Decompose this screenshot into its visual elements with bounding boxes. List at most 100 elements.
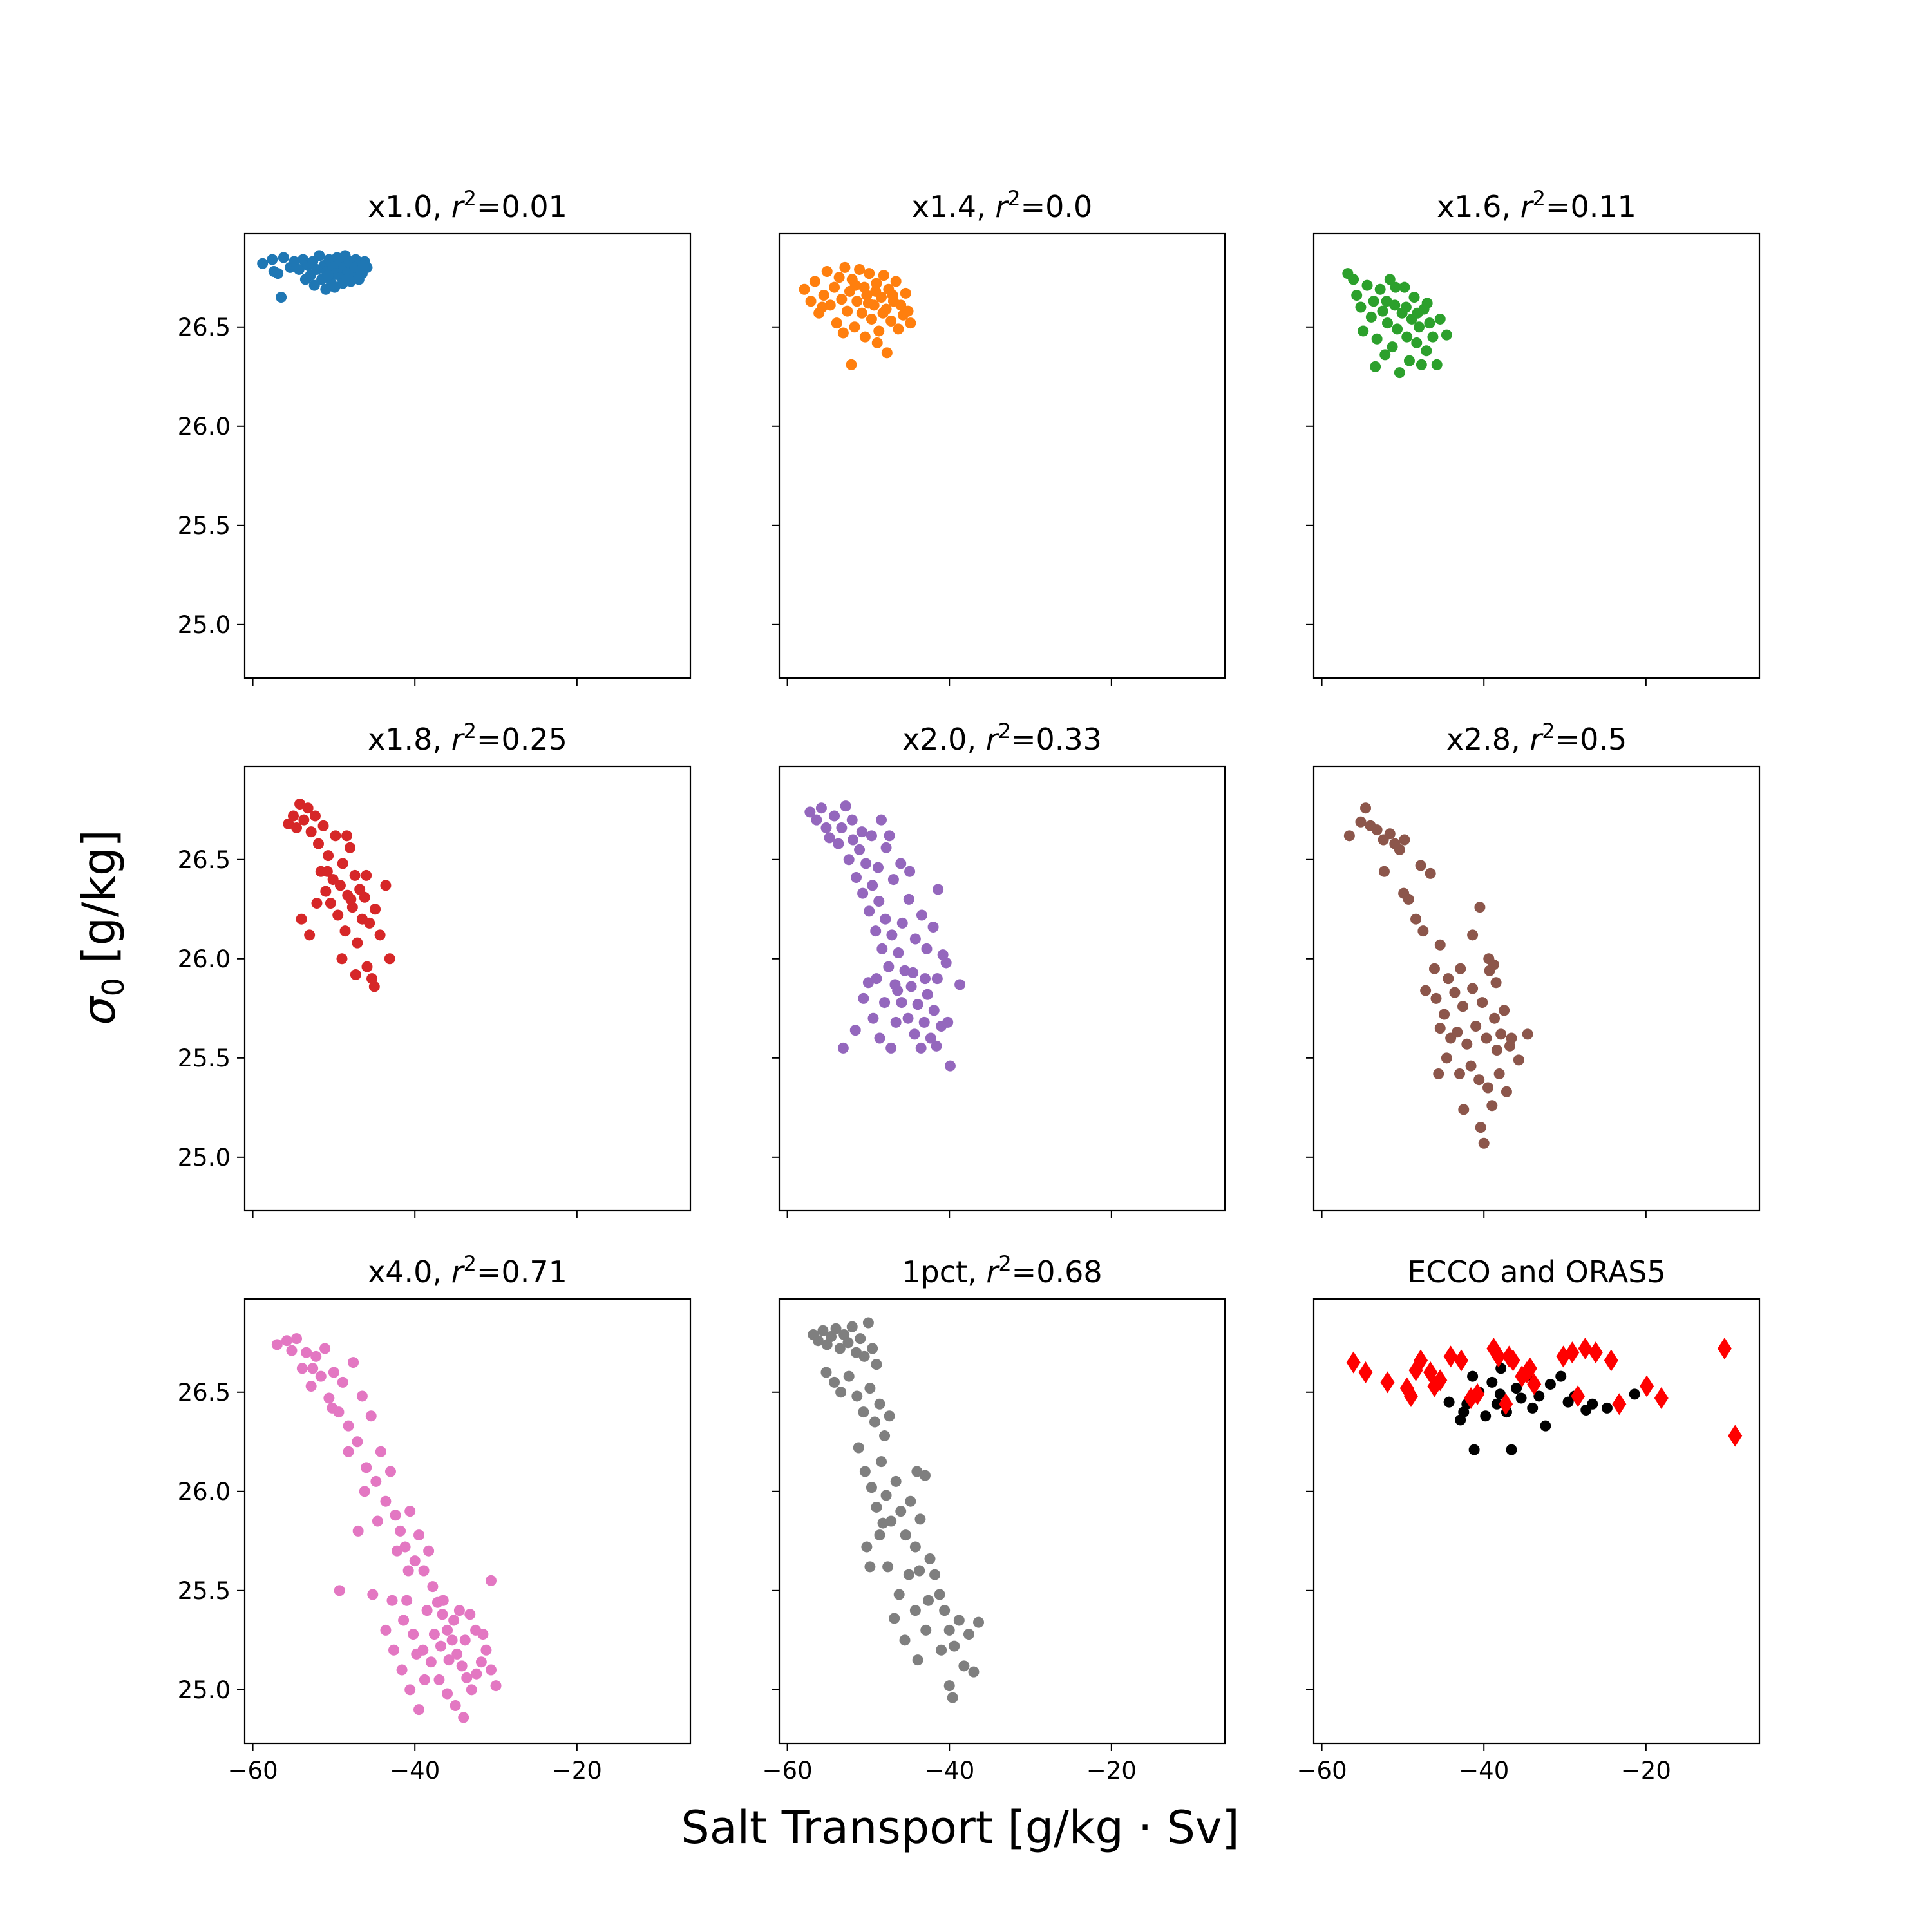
scatter-point [384,1466,396,1477]
scatter-point [433,1674,445,1685]
panel-title-prefix: x1.8, [368,722,451,757]
scatter-point [1587,1398,1598,1410]
scatter-point [427,1581,439,1593]
scatter-point [352,937,363,949]
scatter-point [1439,1009,1450,1020]
scatter-point [817,301,828,313]
scatter-point [862,1317,874,1329]
scatter-point [831,317,842,329]
diamond-point [1527,1373,1542,1396]
diamond-point [1443,1345,1458,1368]
scatter-point [836,294,848,305]
x-tick-label: −60 [1297,1757,1347,1785]
scatter-point [370,1475,382,1487]
scatter-point [332,909,344,921]
panel-title-r: r [451,189,466,224]
scatter-point [343,1446,354,1457]
scatter-point [1493,1068,1505,1079]
scatter-point [305,826,317,838]
scatter-point [862,977,874,989]
scatter-point [1428,963,1440,974]
scatter-point [864,268,875,279]
scatter-point [375,1446,386,1457]
axes-frame [243,1298,692,1745]
scatter-point [842,305,853,317]
scatter-point [329,281,341,293]
scatter-point [466,1684,477,1696]
panel-title: x1.6, r2=0.11 [1437,186,1636,224]
scatter-point [871,337,883,348]
panel-title-exponent: 2 [1542,719,1555,743]
diamond-point [1612,1393,1627,1416]
scatter-point [480,1644,492,1656]
scatter-point [937,949,949,961]
panel-points [808,1317,985,1703]
scatter-point [928,1005,940,1016]
scatter-point [361,961,373,972]
scatter-point [380,1624,392,1636]
scatter-point [943,1680,955,1692]
scatter-point [257,258,269,269]
scatter-point [490,1680,502,1692]
scatter-point [461,1672,473,1683]
panel-title-exponent: 2 [1007,186,1020,211]
scatter-point [896,997,907,1009]
scatter-point [859,331,871,343]
scatter-point [1477,997,1488,1009]
scatter-point [1421,298,1433,309]
scatter-point [408,1629,419,1640]
scatter-point [345,842,356,853]
scatter-point [1490,977,1502,989]
diamond-point [1414,1349,1428,1372]
scatter-point [811,814,822,826]
scatter-point [350,969,361,980]
scatter-point [1486,1100,1498,1112]
scatter-point [944,1060,956,1072]
scatter-point [309,810,321,822]
scatter-point [842,1337,854,1349]
scatter-point [1343,830,1355,842]
panel-title-value: =0.71 [477,1255,567,1289]
scatter-point [826,1331,837,1343]
y-tick-label: 26.0 [178,1478,231,1506]
scatter-point [276,292,287,303]
scatter-point [1441,1052,1452,1064]
scatter-point [1522,1028,1533,1040]
scatter-point [882,1561,894,1573]
scatter-point [271,1339,283,1350]
scatter-point [323,1392,335,1404]
scatter-point [1511,1383,1522,1394]
scatter-point [413,1530,425,1541]
scatter-point [860,858,872,869]
scatter-point [1360,802,1372,814]
scatter-point [899,1634,911,1646]
diamond-point [1499,1393,1513,1416]
panel-title-r: r [986,1255,1000,1289]
scatter-point [886,316,897,327]
scatter-point [1445,1032,1457,1044]
scatter-point [903,1569,914,1580]
diamond-point [1358,1361,1373,1383]
scatter-point [870,925,882,937]
axes-frame [1312,1298,1761,1745]
scatter-point [887,289,898,301]
scatter-point [876,814,887,826]
scatter-point [354,884,366,895]
scatter-point [325,898,336,909]
scatter-point [849,321,860,333]
scatter-point [912,999,923,1010]
panel-9: ECCO and ORAS5 −60 −40 −20 [1297,1255,1761,1785]
scatter-point [1629,1388,1640,1400]
scatter-point [267,254,278,265]
scatter-point [291,1333,303,1345]
scatter-point [878,270,889,281]
scatter-point [877,1517,889,1529]
scatter-point [833,272,845,283]
scatter-point [896,917,908,929]
panel-5: x2.0, r2=0.33 [772,719,1226,1218]
scatter-point [1412,307,1423,319]
scatter-point [459,1634,471,1646]
scatter-point [302,802,314,814]
scatter-point [349,869,361,881]
scatter-point [923,1595,934,1606]
